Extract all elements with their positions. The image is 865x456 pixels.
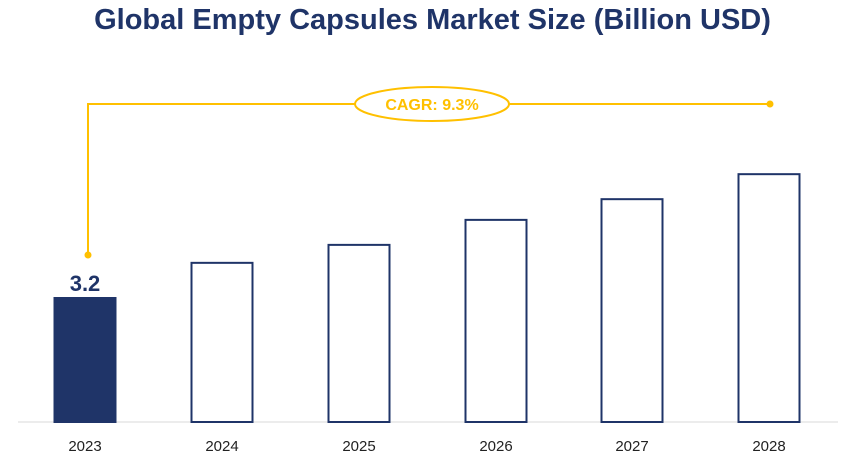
data-label-2023: 3.2 (70, 271, 101, 296)
cagr-end-dot (766, 100, 774, 108)
chart-title: Global Empty Capsules Market Size (Billi… (94, 4, 771, 36)
bar-2023 (53, 297, 117, 423)
cagr-connector-left (87, 103, 355, 255)
bar-2028 (737, 173, 801, 423)
x-tick-label-2023: 2023 (68, 438, 101, 455)
cagr-ellipse (354, 86, 510, 122)
cagr-start-dot (84, 251, 92, 259)
x-tick-label-2027: 2027 (615, 438, 648, 455)
bar-2027 (600, 198, 664, 423)
x-tick-label-2024: 2024 (205, 438, 238, 455)
bar-2025 (327, 243, 391, 423)
bar-2026 (464, 218, 528, 423)
bar-2024 (190, 261, 254, 423)
x-tick-label-2025: 2025 (342, 438, 375, 455)
x-tick-label-2028: 2028 (752, 438, 785, 455)
cagr-label: CAGR: 9.3% (385, 97, 478, 114)
x-tick-label-2026: 2026 (479, 438, 512, 455)
